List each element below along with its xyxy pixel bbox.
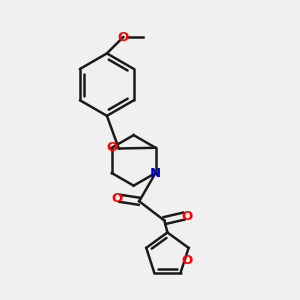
Text: O: O bbox=[118, 31, 129, 44]
Text: O: O bbox=[181, 254, 193, 267]
Text: O: O bbox=[181, 210, 192, 223]
Text: N: N bbox=[150, 167, 161, 179]
Text: O: O bbox=[106, 141, 117, 154]
Text: O: O bbox=[111, 192, 122, 205]
